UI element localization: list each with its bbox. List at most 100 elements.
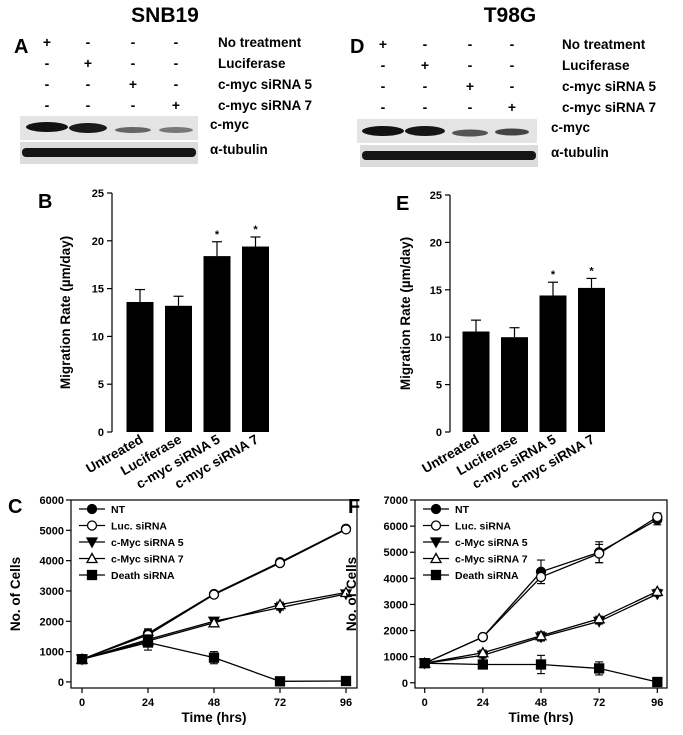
x-tick-label: 0 <box>422 697 428 709</box>
annotation: * <box>215 229 220 241</box>
sign: + <box>43 34 51 50</box>
error-bar <box>586 277 597 288</box>
x-tick-label: 0 <box>79 697 85 709</box>
treatment-label: c-myc siRNA 7 <box>562 100 656 115</box>
marker <box>652 676 663 688</box>
error-bar <box>212 241 222 257</box>
y-tick-label: 0 <box>58 677 64 689</box>
y-tick-label: 2000 <box>384 626 408 638</box>
error-bar <box>173 295 184 306</box>
legend-marker <box>85 552 99 564</box>
sign: - <box>381 78 386 94</box>
sign: - <box>468 36 473 52</box>
legend-label: c-Myc siRNA 5 <box>111 537 184 549</box>
error-bar <box>509 327 520 338</box>
y-tick-label: 10 <box>430 332 442 344</box>
marker <box>593 612 606 624</box>
x-tick-label: 48 <box>208 697 220 709</box>
treatment-label: Luciferase <box>218 56 286 71</box>
sign: + <box>129 76 137 92</box>
panel-title: T98G <box>484 4 537 27</box>
sign: + <box>84 55 92 71</box>
legend-marker <box>429 537 443 549</box>
marker <box>274 676 286 687</box>
legend-label: Death siRNA <box>111 570 175 582</box>
bar <box>578 287 605 432</box>
sign: + <box>172 97 180 113</box>
bar <box>242 246 269 432</box>
legend-label: Luc. siRNA <box>111 521 167 533</box>
bar <box>462 331 490 432</box>
y-tick-label: 25 <box>430 190 442 202</box>
bar <box>203 256 231 432</box>
sign: - <box>510 78 515 94</box>
legend-label: c-Myc siRNA 7 <box>111 554 184 566</box>
sign: - <box>45 97 50 113</box>
marker <box>477 631 488 643</box>
annotation: * <box>253 224 258 236</box>
sign: - <box>45 55 50 71</box>
sign: - <box>423 99 428 115</box>
sign: - <box>381 99 386 115</box>
marker <box>535 659 547 670</box>
band-label: c-myc <box>551 120 591 135</box>
error-bar <box>548 281 558 296</box>
legend-label: Luc. siRNA <box>455 521 511 533</box>
marker <box>339 586 353 598</box>
panel-letter: E <box>396 193 409 215</box>
x-tick-label: 72 <box>593 697 605 709</box>
y-tick-label: 6000 <box>384 521 408 533</box>
x-tick-label: 72 <box>274 697 286 709</box>
x-tick-label: 48 <box>535 697 547 709</box>
marker <box>142 637 154 648</box>
marker <box>477 659 488 670</box>
y-tick-label: 20 <box>430 237 442 249</box>
panel-letter: C <box>8 496 22 518</box>
x-axis-label: Time (hrs) <box>508 710 573 725</box>
x-tick-label: 24 <box>477 697 490 709</box>
y-tick-label: 1000 <box>40 647 64 659</box>
legend-marker <box>86 503 98 515</box>
y-tick-label: 5 <box>98 379 104 391</box>
panel-letter: A <box>14 36 28 58</box>
band-label: α-tubulin <box>551 145 609 160</box>
sign: - <box>45 76 50 92</box>
sign: - <box>131 34 136 50</box>
sign: - <box>131 97 136 113</box>
sign: - <box>510 57 515 73</box>
y-tick-label: 0 <box>436 427 442 439</box>
marker <box>273 598 287 610</box>
bar <box>126 301 154 432</box>
treatment-label: No treatment <box>562 37 646 52</box>
x-tick-label: 96 <box>340 697 352 709</box>
marker <box>476 646 489 658</box>
legend-marker <box>86 520 98 531</box>
marker <box>652 511 663 523</box>
y-tick-label: 4000 <box>384 573 408 585</box>
error-bar <box>250 236 261 247</box>
marker <box>594 663 605 674</box>
blot-a <box>20 116 198 164</box>
treatment-label: Luciferase <box>562 58 630 73</box>
legend-label: NT <box>455 504 470 516</box>
annotation: * <box>589 265 594 277</box>
panel-title: SNB19 <box>131 4 199 27</box>
legend-marker <box>86 569 98 581</box>
sign: - <box>423 78 428 94</box>
treatment-label: c-myc siRNA 5 <box>562 79 657 94</box>
panel-letter: D <box>350 36 364 58</box>
marker <box>208 652 220 663</box>
sign: - <box>174 55 179 71</box>
y-tick-label: 2000 <box>40 616 64 628</box>
y-axis-label: Migration Rate (µm/day) <box>398 237 413 390</box>
y-tick-label: 5000 <box>384 547 408 559</box>
y-tick-label: 7000 <box>384 495 408 507</box>
marker <box>208 589 220 600</box>
legend-marker <box>430 503 442 515</box>
y-tick-label: 25 <box>92 188 104 200</box>
marker <box>340 524 352 535</box>
y-tick-label: 10 <box>92 331 104 343</box>
marker <box>274 557 286 569</box>
marker <box>419 658 430 669</box>
